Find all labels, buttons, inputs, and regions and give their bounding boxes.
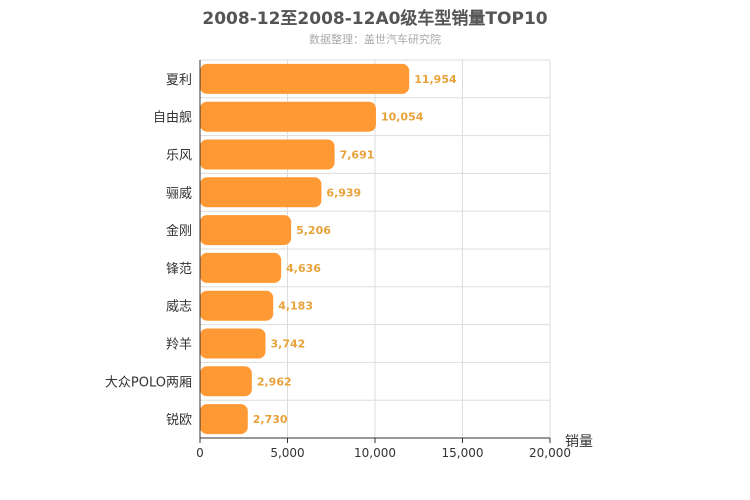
category-label: 羚羊 [166, 337, 192, 353]
x-tick-label: 10,000 [354, 446, 396, 460]
category-label: 自由舰 [153, 111, 192, 126]
x-tick-label: 20,000 [529, 446, 571, 460]
bar[interactable] [200, 101, 376, 132]
bar[interactable] [200, 215, 292, 246]
category-label: 夏利 [166, 73, 192, 88]
value-label: 5,206 [296, 224, 331, 237]
bar[interactable] [200, 290, 274, 321]
chart-title: 2008-12至2008-12A0级车型销量TOP10 [202, 9, 548, 29]
value-label: 3,742 [270, 338, 305, 351]
bar[interactable] [200, 177, 322, 208]
value-label: 6,939 [326, 186, 361, 199]
category-label: 骊威 [166, 186, 192, 201]
value-labels: 夏利 11,954 自由舰 10,054 乐风 7,691 骊威 6,939 金刚 5,206 锋范… [105, 73, 457, 428]
value-label: 10,054 [381, 111, 424, 124]
category-label: 锐欧 [166, 413, 192, 428]
bars [200, 63, 410, 435]
value-label: 2,962 [257, 375, 292, 388]
category-label: 乐风 [166, 149, 192, 164]
x-tick-label: 0 [196, 446, 204, 460]
bar[interactable] [200, 63, 410, 94]
axes: 0 5,000 10,000 15,000 20,000 [196, 60, 571, 460]
bar[interactable] [200, 366, 252, 397]
bar[interactable] [200, 252, 282, 283]
value-label: 11,954 [414, 73, 457, 86]
category-label: 威志 [166, 300, 192, 315]
category-label: 锋范 [166, 262, 192, 277]
x-tick-label: 5,000 [270, 446, 304, 460]
bar[interactable] [200, 404, 248, 435]
value-label: 4,183 [278, 300, 313, 313]
category-label: 金刚 [166, 223, 192, 239]
bar[interactable] [200, 139, 335, 170]
category-label: 大众POLO两厢 [105, 375, 192, 390]
value-label: 2,730 [253, 413, 288, 426]
chart-subtitle: 数据整理：盖世汽车研究院 [309, 33, 441, 46]
bar[interactable] [200, 328, 266, 359]
x-axis-title: 销量 [565, 434, 593, 450]
x-tick-label: 15,000 [442, 446, 484, 460]
value-label: 7,691 [340, 149, 375, 162]
value-label: 4,636 [286, 262, 321, 275]
